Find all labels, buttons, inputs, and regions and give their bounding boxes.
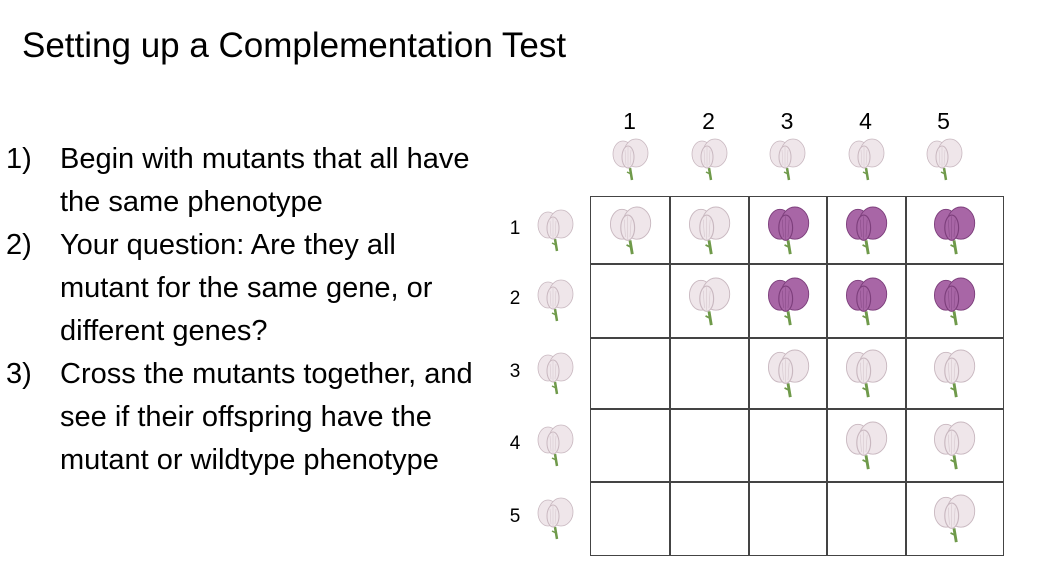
grid-cell	[905, 481, 1004, 556]
parent-flower-white-icon	[535, 275, 575, 325]
grid-cell	[590, 263, 671, 339]
row-number: 4	[509, 432, 521, 454]
grid-cell	[748, 196, 828, 265]
step-number: 1)	[6, 143, 32, 175]
steps-list: 1) Begin with mutants that all have the s…	[6, 138, 486, 482]
offspring-flower-white-icon	[607, 201, 653, 259]
offspring-flower-purple-icon	[765, 201, 811, 259]
offspring-flower-purple-icon	[931, 272, 977, 330]
grid-cell	[669, 263, 750, 339]
grid-cell	[826, 263, 907, 339]
grid-cell	[826, 408, 907, 483]
offspring-flower-purple-icon	[843, 272, 889, 330]
grid-cell	[748, 408, 828, 483]
parent-flower-white-icon	[535, 348, 575, 398]
step-item: 1) Begin with mutants that all have the s…	[6, 138, 486, 224]
column-number: 4	[859, 108, 872, 134]
grid-cell	[826, 481, 907, 556]
column-number: 1	[623, 108, 636, 134]
step-item: 2) Your question: Are they all mutant for…	[6, 224, 486, 353]
row-number: 2	[509, 288, 521, 309]
grid-cell	[826, 337, 907, 410]
step-text: Cross the mutants together, and see if t…	[60, 358, 473, 476]
grid-cell	[669, 481, 750, 556]
column-number: 2	[702, 108, 715, 134]
parent-flower-white-icon	[535, 420, 575, 470]
grid-cell	[748, 481, 828, 556]
step-item: 3) Cross the mutants together, and see if…	[6, 353, 486, 482]
step-number: 2)	[6, 229, 32, 261]
grid-cell	[905, 337, 1004, 410]
row-number: 1	[509, 217, 521, 239]
grid-cell	[748, 263, 828, 339]
parent-flower-white-icon	[767, 134, 807, 184]
grid-cell	[748, 337, 828, 410]
slide-title: Setting up a Complementation Test	[22, 26, 567, 65]
offspring-flower-white-icon	[843, 416, 889, 474]
offspring-flower-purple-icon	[931, 201, 977, 259]
offspring-flower-white-icon	[843, 344, 889, 402]
parent-flower-white-icon	[846, 134, 886, 184]
offspring-flower-white-icon	[931, 489, 977, 547]
row-number: 3	[509, 360, 521, 382]
parent-flower-white-icon	[535, 205, 575, 255]
grid-cell	[669, 196, 750, 265]
parent-flower-white-icon	[610, 134, 650, 184]
grid-cell	[590, 408, 671, 483]
grid-cell	[905, 263, 1004, 339]
row-number: 5	[509, 505, 521, 527]
grid-cell	[590, 196, 671, 265]
grid-cell	[905, 408, 1004, 483]
step-text: Begin with mutants that all have the sam…	[60, 143, 470, 218]
grid-cell	[590, 481, 671, 556]
offspring-flower-white-icon	[931, 416, 977, 474]
offspring-flower-white-icon	[765, 344, 811, 402]
column-number: 3	[780, 108, 794, 134]
grid-cell	[905, 196, 1004, 265]
column-number: 5	[937, 108, 950, 134]
offspring-flower-purple-icon	[765, 272, 811, 330]
step-number: 3)	[6, 358, 32, 390]
step-text: Your question: Are they all mutant for t…	[60, 229, 433, 347]
parent-flower-white-icon	[535, 493, 575, 543]
offspring-flower-white-icon	[931, 344, 977, 402]
grid-cell	[826, 196, 907, 265]
parent-flower-white-icon	[924, 134, 964, 184]
offspring-flower-white-icon	[686, 272, 732, 330]
parent-flower-white-icon	[689, 134, 729, 184]
grid-cell	[590, 337, 671, 410]
grid-cell	[669, 408, 750, 483]
offspring-flower-white-icon	[686, 201, 732, 259]
grid-cell	[669, 337, 750, 410]
offspring-flower-purple-icon	[843, 201, 889, 259]
